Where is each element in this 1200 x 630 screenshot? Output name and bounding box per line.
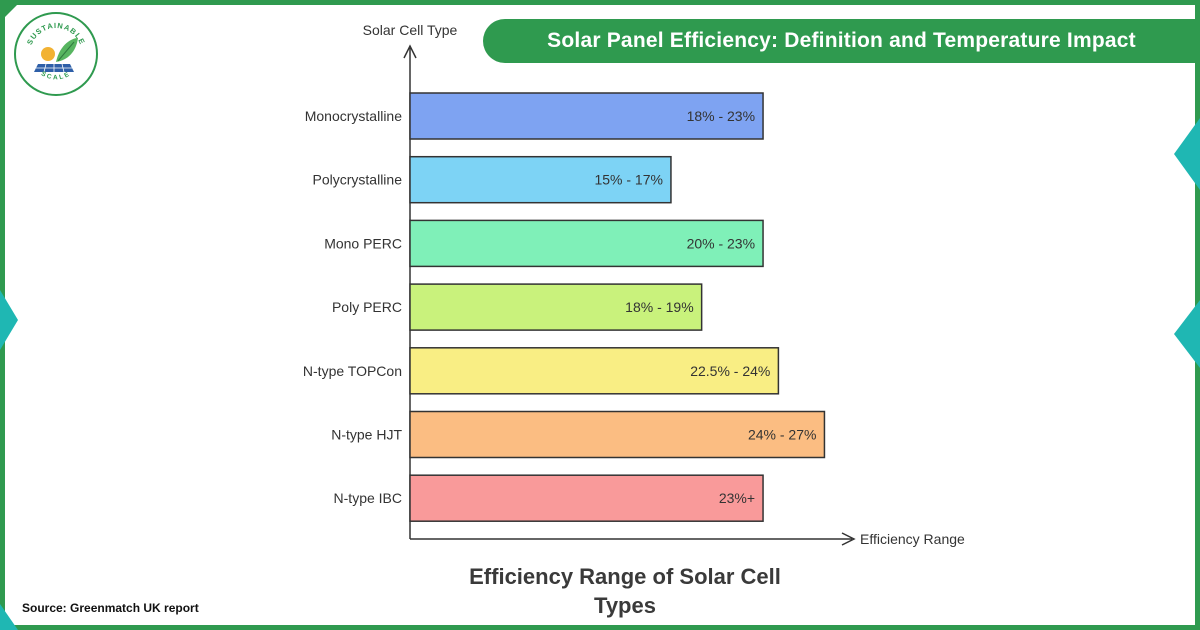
logo-text-bottom: SCALE — [40, 70, 70, 81]
bar-mono-perc — [409, 219, 764, 268]
x-axis-label: Efficiency Range — [860, 531, 965, 547]
category-tick-label: Monocrystalline — [305, 108, 402, 124]
y-axis-arrow — [403, 44, 417, 59]
x-axis-arrow — [841, 532, 856, 546]
category-tick-label: N-type IBC — [334, 490, 402, 506]
bar-value-label: 23%+ — [719, 490, 755, 506]
y-axis-label: Solar Cell Type — [363, 22, 458, 38]
corner-decoration — [0, 604, 18, 630]
edge-decoration — [1174, 118, 1200, 190]
source-note: Source: Greenmatch UK report — [22, 601, 199, 615]
category-tick-label: Poly PERC — [332, 299, 402, 315]
bar-monocrystalline — [409, 92, 764, 140]
chart-title: Efficiency Range of Solar Cell Types — [469, 564, 781, 618]
corner-decoration — [0, 0, 22, 22]
category-tick-label: Mono PERC — [324, 235, 402, 251]
category-tick-label: Polycrystalline — [313, 172, 403, 188]
bar-value-label: 18% - 23% — [687, 108, 755, 124]
edge-decoration — [1174, 300, 1200, 368]
logo-icon: SUSTAINABLE SCALE — [25, 21, 86, 82]
bar-value-label: 18% - 19% — [625, 299, 693, 315]
bar-value-label: 20% - 23% — [687, 235, 755, 251]
bar-polycrystalline — [409, 155, 672, 204]
bars-group: 18% - 23% Monocrystalline 15% - 17% Polycry… — [303, 92, 826, 522]
bar-n-type-topcon — [409, 347, 780, 395]
bar-n-type-ibc — [409, 474, 764, 522]
bar-n-type-hjt — [409, 410, 826, 459]
bar-value-label: 15% - 17% — [594, 172, 662, 188]
bar-poly-perc — [409, 283, 703, 331]
edge-decoration — [0, 290, 18, 350]
category-tick-label: N-type HJT — [331, 427, 402, 443]
bar-value-label: 24% - 27% — [748, 427, 816, 443]
page-title: Solar Panel Efficiency: Definition and T… — [547, 29, 1136, 52]
bar-value-label: 22.5% - 24% — [690, 363, 770, 379]
sustainable-scale-logo: SUSTAINABLE SCALE — [14, 12, 98, 96]
page-title-banner: Solar Panel Efficiency: Definition and T… — [483, 19, 1200, 63]
svg-text:SCALE: SCALE — [40, 70, 72, 81]
category-tick-label: N-type TOPCon — [303, 363, 402, 379]
